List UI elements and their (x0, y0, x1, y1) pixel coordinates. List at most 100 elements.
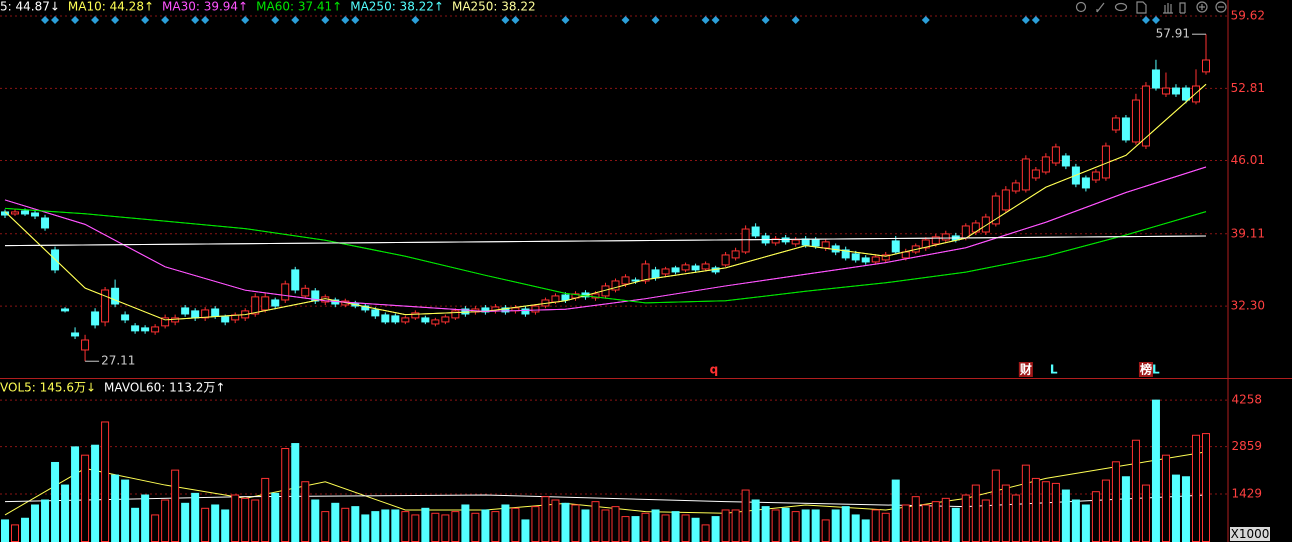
volume-bar (401, 511, 410, 542)
volume-bar (231, 494, 240, 542)
candle-body (1011, 182, 1020, 192)
candle-body (201, 309, 210, 319)
candle-body (211, 308, 220, 317)
signal-marker (341, 16, 350, 24)
volume-bar (371, 511, 380, 542)
volume-bar (211, 504, 220, 542)
volume-bar (571, 504, 580, 542)
volume-bar (791, 511, 800, 542)
y-tick-label: 1429 (1231, 487, 1262, 501)
volume-bar (1171, 474, 1180, 542)
volume-bar (321, 511, 330, 542)
candle-body (71, 332, 80, 337)
candle-body (391, 315, 400, 323)
y-tick-label: 32.30 (1231, 299, 1265, 313)
candle-body (621, 276, 630, 285)
volume-bar (261, 477, 270, 542)
note-icon[interactable] (1136, 1, 1147, 14)
volume-bar (961, 494, 970, 542)
signal-marker (651, 16, 660, 24)
volume-bar (1061, 489, 1070, 542)
signal-marker (351, 16, 360, 24)
volume-bar (31, 504, 40, 542)
candle-body (381, 314, 390, 323)
candle-body (641, 263, 650, 282)
volume-bar (901, 504, 910, 542)
candle-body (481, 307, 490, 313)
candle-body (751, 226, 760, 237)
legend-entry: MA250: 38.22↑ (350, 0, 444, 14)
volume-bar (911, 496, 920, 542)
volume-bar (171, 469, 180, 542)
event-label: q (710, 363, 719, 377)
candle-body (191, 310, 200, 319)
volume-bar (251, 499, 260, 542)
zoom-in-icon[interactable] (1196, 1, 1208, 13)
candle-body (851, 253, 860, 261)
volume-bar (691, 517, 700, 542)
min-label: 27.11 (101, 354, 135, 368)
draw-icon[interactable] (1096, 2, 1105, 13)
signal-marker (141, 16, 150, 24)
settings-icon[interactable] (1075, 1, 1087, 13)
volume-bar (991, 469, 1000, 542)
candle-body (891, 240, 900, 253)
volume-bar (951, 507, 960, 542)
legend-entry: MA250: 38.22 (452, 0, 536, 14)
volume-bar (181, 502, 190, 542)
candle-body (461, 308, 470, 315)
list-icon[interactable] (1179, 2, 1186, 14)
candle-body (1181, 87, 1190, 101)
candle-body (591, 293, 600, 299)
candle-body (841, 249, 850, 259)
volume-bar (1031, 477, 1040, 542)
volume-bar (1131, 439, 1140, 542)
candle-body (991, 195, 1000, 225)
toolbar (1075, 1, 1227, 14)
ma-line (4, 207, 1207, 304)
volume-bar (741, 489, 750, 542)
volume-bar (341, 507, 350, 542)
view-icon[interactable] (1114, 2, 1128, 12)
volume-bar (541, 496, 550, 542)
volume-bar (971, 484, 980, 542)
zoom-in-plus[interactable] (1199, 4, 1205, 10)
volume-bar (561, 502, 570, 542)
ma-line (4, 235, 1207, 247)
candle-body (121, 314, 130, 321)
candle-body (561, 294, 570, 301)
candle-body (21, 210, 30, 215)
volume-bar (1, 519, 9, 542)
signal-marker (321, 16, 330, 24)
volume-bar (851, 514, 860, 542)
candle-body (941, 233, 950, 241)
unit-box (1230, 527, 1270, 541)
signal-marker (561, 16, 570, 24)
candle-body (441, 316, 450, 323)
volume-bar (631, 516, 640, 542)
volume-bar (441, 514, 450, 542)
volume-bar (121, 479, 130, 542)
signal-marker (241, 16, 250, 24)
volume-bar (1021, 464, 1030, 542)
candle-body (281, 283, 290, 301)
event-badge (1138, 362, 1153, 377)
candle-body (1061, 155, 1070, 167)
candle-body (1191, 85, 1200, 103)
legend-entry: 5: 44.87↓ (0, 0, 60, 14)
hand-icon[interactable] (1163, 3, 1173, 14)
volume-bar (661, 514, 670, 542)
candle-body (1031, 169, 1040, 179)
volume-bar (681, 514, 690, 542)
volume-unit: X1000 (1231, 527, 1270, 541)
legend-entry: MAVOL60: 113.2万↑ (104, 381, 225, 395)
volume-bar (1191, 434, 1200, 542)
volume-bar (931, 501, 940, 542)
candle-body (871, 256, 880, 263)
zoom-out-icon[interactable] (1215, 1, 1227, 13)
volume-bar (551, 499, 560, 542)
max-label: 57.91 (1156, 27, 1190, 41)
volume-bar (161, 499, 170, 542)
volume-bar (1161, 454, 1170, 542)
volume-bar (1151, 399, 1160, 542)
